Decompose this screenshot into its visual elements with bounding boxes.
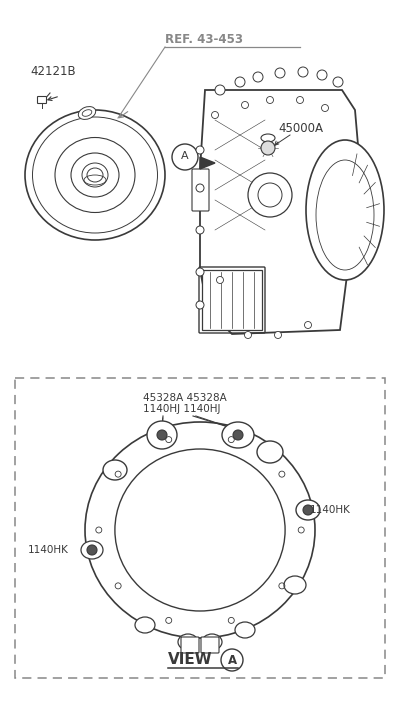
- Ellipse shape: [147, 421, 177, 449]
- Ellipse shape: [115, 449, 285, 611]
- Circle shape: [298, 67, 308, 77]
- Text: 45328A 45328A: 45328A 45328A: [143, 393, 227, 403]
- Circle shape: [274, 332, 282, 339]
- Text: REF. 43-453: REF. 43-453: [165, 33, 243, 46]
- Ellipse shape: [296, 500, 320, 520]
- Circle shape: [333, 77, 343, 87]
- FancyBboxPatch shape: [38, 97, 46, 103]
- Circle shape: [235, 77, 245, 87]
- Circle shape: [216, 276, 224, 284]
- Circle shape: [212, 111, 218, 119]
- Ellipse shape: [135, 617, 155, 633]
- Ellipse shape: [178, 634, 198, 650]
- Circle shape: [196, 226, 204, 234]
- Circle shape: [322, 105, 328, 111]
- Ellipse shape: [82, 163, 108, 187]
- Ellipse shape: [25, 110, 165, 240]
- Ellipse shape: [306, 140, 384, 280]
- Circle shape: [242, 102, 248, 108]
- Circle shape: [275, 68, 285, 78]
- Circle shape: [196, 146, 204, 154]
- Text: A: A: [228, 654, 236, 667]
- Circle shape: [87, 545, 97, 555]
- FancyBboxPatch shape: [181, 637, 199, 653]
- Circle shape: [266, 97, 274, 103]
- Polygon shape: [200, 90, 358, 334]
- Bar: [15, 378, 385, 678]
- Text: VIEW: VIEW: [168, 653, 213, 667]
- Ellipse shape: [235, 622, 255, 638]
- Ellipse shape: [103, 460, 127, 480]
- Text: 1140HK: 1140HK: [28, 545, 69, 555]
- Ellipse shape: [78, 107, 96, 119]
- FancyBboxPatch shape: [201, 637, 219, 653]
- Ellipse shape: [222, 422, 254, 448]
- Text: 45000A: 45000A: [278, 122, 323, 135]
- Text: A: A: [181, 151, 189, 161]
- Polygon shape: [200, 157, 215, 169]
- Circle shape: [253, 72, 263, 82]
- Circle shape: [304, 321, 312, 329]
- Ellipse shape: [261, 134, 275, 142]
- Text: 1140HJ 1140HJ: 1140HJ 1140HJ: [143, 404, 220, 414]
- Circle shape: [215, 85, 225, 95]
- Circle shape: [157, 430, 167, 440]
- Circle shape: [248, 173, 292, 217]
- Circle shape: [296, 97, 304, 103]
- Text: 1140HK: 1140HK: [310, 505, 351, 515]
- Ellipse shape: [284, 576, 306, 594]
- Ellipse shape: [257, 441, 283, 463]
- Circle shape: [196, 301, 204, 309]
- Circle shape: [303, 505, 313, 515]
- FancyBboxPatch shape: [192, 169, 209, 211]
- Ellipse shape: [85, 422, 315, 638]
- Polygon shape: [202, 270, 262, 330]
- Text: 42121B: 42121B: [30, 65, 76, 78]
- Circle shape: [196, 184, 204, 192]
- Circle shape: [317, 70, 327, 80]
- Circle shape: [244, 332, 252, 339]
- Circle shape: [196, 268, 204, 276]
- Circle shape: [233, 430, 243, 440]
- Ellipse shape: [202, 634, 222, 650]
- Ellipse shape: [81, 541, 103, 559]
- Circle shape: [261, 141, 275, 155]
